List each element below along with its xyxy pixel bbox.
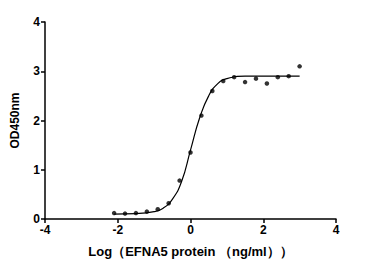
svg-text:-2: -2 <box>112 223 123 237</box>
svg-text:4: 4 <box>333 223 340 237</box>
svg-text:0: 0 <box>33 212 40 226</box>
svg-text:OD450nm: OD450nm <box>8 92 22 148</box>
svg-text:0: 0 <box>187 223 194 237</box>
svg-text:4: 4 <box>33 15 40 29</box>
svg-text:2: 2 <box>260 223 267 237</box>
svg-text:Log（EFNA5 protein （ng/ml））: Log（EFNA5 protein （ng/ml）） <box>88 244 292 259</box>
svg-text:-4: -4 <box>40 223 51 237</box>
svg-text:2: 2 <box>33 114 40 128</box>
svg-text:1: 1 <box>33 163 40 177</box>
svg-text:3: 3 <box>33 64 40 78</box>
